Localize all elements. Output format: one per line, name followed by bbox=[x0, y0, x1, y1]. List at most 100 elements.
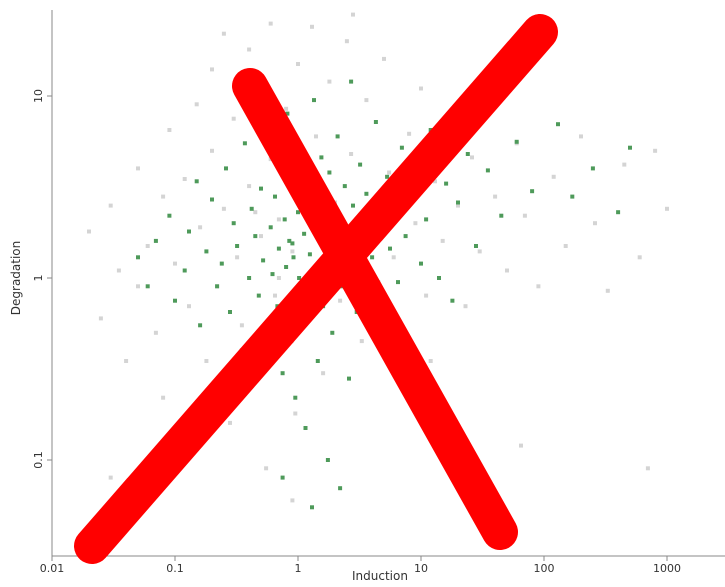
data-point bbox=[514, 139, 519, 144]
data-point bbox=[224, 166, 228, 171]
data-point bbox=[249, 206, 254, 211]
data-point bbox=[284, 265, 289, 269]
cross-stroke-2 bbox=[74, 14, 558, 564]
data-point bbox=[145, 244, 150, 248]
data-point bbox=[291, 255, 296, 260]
data-point bbox=[477, 249, 482, 254]
data-point bbox=[419, 261, 423, 266]
data-point bbox=[204, 359, 209, 363]
x-axis-title: Induction bbox=[352, 569, 408, 583]
data-point bbox=[450, 298, 455, 303]
data-point bbox=[239, 323, 244, 328]
x-tick-label: 10 bbox=[414, 562, 428, 575]
data-point bbox=[296, 62, 300, 66]
data-point bbox=[616, 210, 621, 215]
data-point bbox=[387, 170, 392, 175]
data-point bbox=[327, 79, 332, 84]
data-point bbox=[314, 134, 318, 139]
data-point bbox=[210, 197, 214, 202]
data-point bbox=[391, 255, 396, 260]
data-point bbox=[259, 186, 263, 191]
y-tick-label: 0.1 bbox=[32, 451, 45, 469]
data-point bbox=[235, 255, 240, 260]
data-point bbox=[325, 458, 330, 462]
data-point bbox=[307, 252, 312, 257]
data-point bbox=[359, 339, 364, 344]
x-tick-label: 0.1 bbox=[166, 562, 184, 575]
tick-labels: 0.01 0.1 1 10 100 1000 0.1 1 10 bbox=[32, 89, 681, 575]
x-tick-label: 100 bbox=[534, 562, 555, 575]
data-point bbox=[161, 194, 166, 199]
data-point bbox=[327, 170, 332, 175]
data-point bbox=[349, 79, 354, 84]
data-point bbox=[280, 475, 285, 480]
data-point bbox=[344, 39, 349, 44]
data-point bbox=[536, 284, 541, 289]
data-point bbox=[315, 359, 320, 363]
data-point bbox=[628, 145, 632, 150]
data-point bbox=[351, 203, 355, 208]
data-point bbox=[182, 268, 187, 273]
data-point bbox=[637, 255, 642, 260]
data-point bbox=[590, 166, 595, 171]
data-point bbox=[253, 234, 258, 239]
data-point bbox=[198, 323, 203, 328]
data-point bbox=[290, 241, 295, 246]
data-point bbox=[312, 98, 316, 103]
data-point bbox=[108, 475, 113, 480]
data-point bbox=[145, 284, 150, 289]
data-point bbox=[173, 261, 177, 266]
data-point bbox=[167, 213, 172, 218]
data-point bbox=[474, 244, 478, 248]
data-point bbox=[98, 316, 103, 321]
data-point bbox=[276, 246, 281, 251]
data-point bbox=[373, 120, 378, 124]
data-point bbox=[242, 141, 247, 146]
data-point bbox=[204, 249, 209, 254]
data-point bbox=[522, 213, 527, 218]
data-point bbox=[465, 152, 470, 156]
data-point bbox=[264, 466, 269, 471]
y-axis-title: Degradation bbox=[9, 241, 23, 315]
data-point bbox=[280, 371, 285, 376]
data-point bbox=[167, 128, 172, 132]
data-point bbox=[303, 426, 308, 430]
data-point bbox=[194, 102, 199, 107]
data-point bbox=[347, 376, 351, 381]
data-point bbox=[268, 225, 273, 230]
data-point bbox=[370, 255, 375, 260]
data-point bbox=[530, 189, 535, 194]
data-point bbox=[108, 203, 113, 208]
x-tick-label: 1000 bbox=[653, 562, 681, 575]
data-point bbox=[284, 106, 289, 111]
data-point bbox=[413, 221, 418, 226]
data-point bbox=[382, 56, 386, 61]
data-point bbox=[551, 174, 556, 179]
data-point bbox=[444, 181, 449, 186]
data-point bbox=[456, 200, 460, 205]
data-point bbox=[290, 498, 295, 503]
data-point bbox=[215, 284, 220, 289]
data-point bbox=[187, 304, 191, 309]
data-point bbox=[247, 276, 252, 280]
data-point bbox=[231, 221, 236, 226]
data-point bbox=[161, 395, 166, 400]
data-point bbox=[437, 276, 441, 280]
series-1 bbox=[136, 79, 632, 510]
data-point bbox=[261, 258, 266, 263]
data-point bbox=[338, 298, 343, 303]
y-tick-label: 10 bbox=[32, 89, 45, 103]
points-layer bbox=[87, 12, 669, 510]
data-point bbox=[519, 443, 523, 448]
data-point bbox=[287, 238, 292, 243]
data-point bbox=[273, 293, 277, 298]
cross-stroke-1 bbox=[232, 68, 518, 550]
data-point bbox=[364, 98, 369, 103]
x-tick-label: 0.01 bbox=[40, 562, 65, 575]
data-point bbox=[153, 238, 158, 243]
data-point bbox=[247, 47, 252, 52]
data-point bbox=[187, 229, 191, 234]
data-point bbox=[310, 505, 314, 510]
data-point bbox=[335, 134, 340, 139]
data-point bbox=[116, 268, 121, 273]
